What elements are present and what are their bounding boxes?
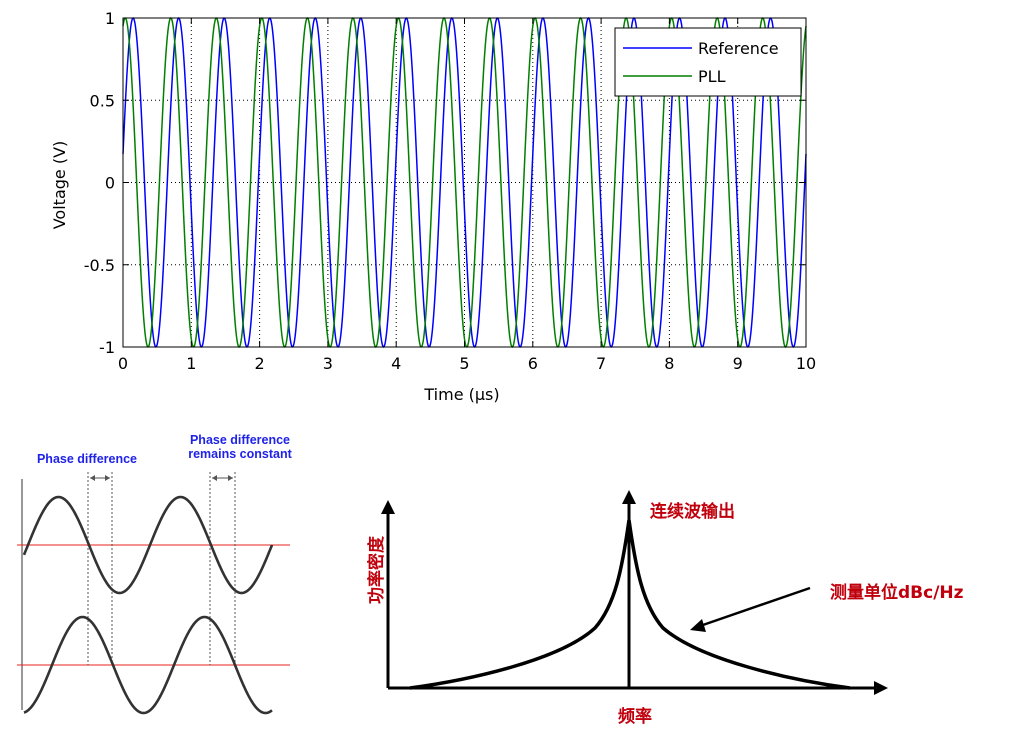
- phase-annotation-1: Phase difference: [37, 452, 137, 466]
- top-tick-marks: [122, 17, 807, 348]
- spectrum-diagram: 连续波输出 测量单位dBc/Hz 频率 功率密度: [366, 490, 964, 727]
- phase-lower-waveform: [23, 615, 273, 715]
- series-line-pll: [122, 17, 807, 348]
- legend-label-pll: PLL: [698, 67, 726, 86]
- phase-diagram: Phase difference Phase difference remain…: [17, 433, 293, 715]
- top-x-tick-label: 8: [664, 354, 674, 373]
- top-x-axis-label: Time (µs): [423, 385, 499, 404]
- top-y-tick-label: -0.5: [84, 256, 115, 275]
- top-legend-box: [614, 27, 802, 97]
- top-x-tick-label: 1: [186, 354, 196, 373]
- spectrum-curve: [409, 519, 851, 690]
- spectrum-center-arrowhead: [622, 490, 636, 504]
- top-y-tick-label: 1: [105, 9, 115, 28]
- top-x-tick-label: 2: [255, 354, 265, 373]
- top-series-group: [122, 17, 807, 348]
- spectrum-y-arrowhead: [381, 500, 395, 514]
- series-line-reference: [122, 17, 807, 348]
- top-x-tick-label: 9: [733, 354, 743, 373]
- top-y-tick-labels: 1 0.5 0 -0.5 -1: [84, 9, 115, 357]
- top-x-tick-label: 0: [118, 354, 128, 373]
- top-y-tick-label: 0: [105, 174, 115, 193]
- top-x-tick-label: 3: [323, 354, 333, 373]
- spectrum-pointer-arrowhead: [690, 619, 706, 632]
- top-x-tick-label: 5: [459, 354, 469, 373]
- top-chart: 0 1 2 3 4 5 6 7 8 9 10 1 0.5 0 -0.5 -1 Time (µs) Volta…: [50, 9, 816, 404]
- legend-label-reference: Reference: [698, 39, 779, 58]
- top-y-tick-label: -1: [99, 338, 115, 357]
- top-x-tick-label: 6: [528, 354, 538, 373]
- spectrum-unit-label: 测量单位dBc/Hz: [830, 582, 964, 603]
- top-x-tick-label: 10: [796, 354, 816, 373]
- phase-upper-waveform: [22, 495, 274, 595]
- spectrum-y-axis-label: 功率密度: [366, 535, 387, 604]
- phase-arrow-2: [212, 475, 233, 481]
- top-y-axis-label: Voltage (V): [50, 141, 69, 230]
- top-x-tick-labels: 0 1 2 3 4 5 6 7 8 9 10: [118, 354, 816, 373]
- spectrum-peak-label: 连续波输出: [650, 501, 735, 522]
- top-gridlines: [123, 18, 806, 347]
- spectrum-x-arrowhead: [874, 681, 888, 695]
- phase-arrow-1: [90, 475, 110, 481]
- top-y-tick-label: 0.5: [90, 91, 115, 110]
- phase-annotation-2: Phase difference: [190, 433, 290, 447]
- spectrum-x-axis-label: 频率: [618, 706, 652, 727]
- top-x-tick-label: 7: [596, 354, 606, 373]
- spectrum-pointer-arrow: [699, 586, 811, 628]
- phase-annotation-3: remains constant: [188, 447, 292, 461]
- top-x-tick-label: 4: [391, 354, 401, 373]
- top-legend: Reference PLL: [614, 27, 802, 97]
